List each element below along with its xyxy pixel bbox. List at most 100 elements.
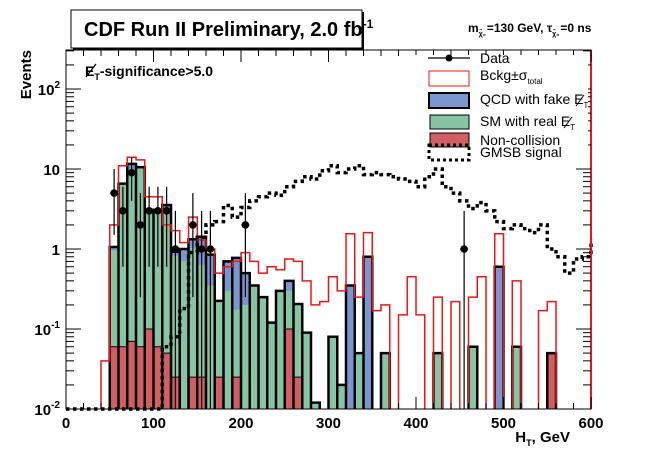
sm-bar [223,290,233,409]
sm-bar [249,285,259,409]
title-box-shadow [73,48,364,50]
noncollision-bar [153,346,163,409]
noncollision-bar [284,329,294,409]
data-point [145,207,153,215]
gmsb-signal-path [66,163,593,411]
legend-item-data: Data [428,50,510,66]
y-tick-label: 102 [38,80,61,99]
sm-bar [337,384,346,409]
sm-bar [118,183,128,409]
data-point [119,207,127,215]
y-axis: 102 10 1 10-1 10-2 [34,50,591,419]
legend-label-bckg: Bckg±σtotal [480,67,543,86]
noncollision-bar [214,377,224,409]
x-tick-label: 400 [403,415,428,432]
legend-label-noncoll: Non-collision [480,132,560,148]
noncollision-bar [293,377,303,409]
data-point [171,245,180,253]
legend-label-gmsb: GMSB signal [480,144,562,160]
total-background-outline [108,162,558,409]
legend-label-sm: SM with real ET [480,113,575,132]
legend-item-sm: SM with real ET [429,113,575,132]
x-tick-label: 0 [62,415,70,432]
sm-bar [293,304,303,409]
data-point [206,245,215,253]
noncollision-bar [547,353,556,409]
y-tick-label: 10 [43,162,60,179]
y-tick-label: 10-2 [34,400,60,419]
data-points [110,157,469,409]
sm-bar [162,210,171,409]
legend: Data Bckg±σtotal QCD with fake ET SM wit… [415,50,588,167]
sm-bar [468,346,478,409]
sm-bar [311,402,320,409]
x-axis-label: HT, GeV [515,429,570,448]
legend-item-bckg: Bckg±σtotal [428,67,543,87]
legend-data-marker [445,54,453,62]
data-point [136,221,145,229]
data-point [110,189,118,197]
legend-swatch-qcd [428,92,470,109]
sm-bar [109,250,119,409]
y-tick-label: 10-1 [34,320,60,339]
data-point [162,207,171,215]
noncollision-outline [293,376,303,409]
noncollision-bar [109,346,119,409]
legend-swatch-bckg [428,70,470,87]
qcd-bar [494,266,504,409]
x-tick-label: 300 [316,415,341,432]
sm-bar [232,309,241,409]
x-tick-label: 500 [491,415,516,432]
legend-swatch-sm [429,114,470,130]
sm-bar [144,209,154,409]
data-point [460,245,468,253]
sm-bar [179,261,189,409]
x-tick-label: 200 [228,415,253,432]
noncollision-bar [136,346,145,409]
sm-bar [276,290,285,409]
sm-bar [241,304,250,409]
legend-item-qcd: QCD with fake ET [428,91,588,110]
noncollision-outline [214,376,224,409]
x-tick-label: 600 [578,415,603,432]
sm-bar [153,210,163,409]
y-axis-label: Events [18,50,35,99]
sm-bar [188,248,198,409]
noncollision-outline [231,376,242,409]
cut-label-text: ET-significance>5.0 [85,63,213,82]
bckg-envelope-upper [100,156,557,409]
y-tick-label: 1 [52,242,60,259]
sm-bar [258,297,268,409]
noncollision-bar [144,329,154,409]
noncollision-outline [284,328,294,409]
chart-title: CDF Run II Preliminary, 2.0 fb-1 [84,17,374,41]
sm-bar [354,353,364,409]
sm-bar [512,346,521,409]
legend-label-qcd: QCD with fake ET [480,91,588,110]
sm-bar [214,300,224,409]
parameters-label: mχ̃₀=130 GeV, τχ̃₀=0 ns [468,21,592,38]
sm-bar [302,332,311,409]
title-box-frame [70,9,363,49]
noncollision-bar [118,346,128,409]
legend-label-data: Data [480,50,510,66]
slash-mark [575,94,585,107]
histogram-fills [108,162,558,409]
noncollision-bar [188,377,198,409]
sm-bar [433,353,443,409]
slash-mark [85,63,97,78]
data-point [241,221,250,229]
data-point [197,245,206,253]
data-point [154,207,162,215]
title-box-shadow-right [362,12,364,50]
background-uncertainty-envelope [100,156,557,409]
data-point [127,168,136,177]
slash-mark [563,116,573,129]
sm-bar [267,322,276,409]
noncollision-bar [232,377,241,409]
x-axis: 0 100 200 300 400 500 600 [62,50,604,432]
title-box: CDF Run II Preliminary, 2.0 fb-1 [70,9,374,50]
x-tick-label: 100 [141,415,166,432]
sm-bar [127,168,136,409]
cut-label: ET-significance>5.0 [85,63,213,82]
